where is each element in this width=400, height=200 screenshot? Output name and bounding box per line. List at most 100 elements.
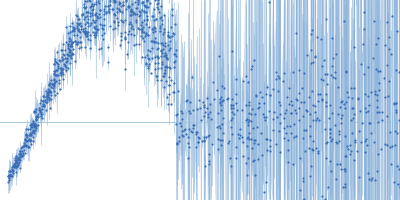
Point	[342, 154, 348, 157]
Point	[204, 134, 211, 137]
Point	[171, 90, 178, 93]
Point	[220, 132, 226, 135]
Point	[96, 12, 102, 15]
Point	[317, 92, 323, 95]
Point	[32, 124, 38, 127]
Point	[377, 69, 383, 72]
Point	[57, 66, 63, 69]
Point	[157, 29, 163, 33]
Point	[358, 140, 364, 143]
Point	[13, 154, 19, 157]
Point	[74, 33, 80, 37]
Point	[328, 169, 334, 172]
Point	[69, 22, 76, 25]
Point	[70, 25, 77, 28]
Point	[286, 102, 292, 105]
Point	[286, 86, 292, 89]
Point	[165, 48, 172, 51]
Point	[229, 133, 235, 136]
Point	[368, 131, 374, 135]
Point	[160, 74, 166, 77]
Point	[249, 107, 256, 111]
Point	[271, 110, 278, 114]
Point	[105, 8, 112, 11]
Point	[238, 136, 245, 139]
Point	[128, 10, 134, 13]
Point	[340, 186, 346, 189]
Point	[14, 165, 20, 168]
Point	[83, 6, 90, 9]
Point	[318, 77, 324, 80]
Point	[83, 35, 89, 38]
Point	[258, 131, 264, 134]
Point	[141, 4, 148, 7]
Point	[228, 164, 234, 168]
Point	[28, 142, 34, 145]
Point	[393, 108, 399, 111]
Point	[22, 139, 28, 142]
Point	[345, 96, 351, 99]
Point	[281, 116, 287, 119]
Point	[302, 128, 309, 132]
Point	[200, 135, 207, 138]
Point	[12, 166, 18, 169]
Point	[290, 70, 296, 74]
Point	[28, 133, 34, 136]
Point	[19, 149, 25, 152]
Point	[41, 104, 47, 107]
Point	[76, 22, 83, 25]
Point	[138, 24, 144, 27]
Point	[132, 0, 138, 3]
Point	[270, 88, 276, 91]
Point	[18, 146, 25, 149]
Point	[91, 21, 98, 24]
Point	[70, 40, 76, 43]
Point	[338, 117, 344, 120]
Point	[201, 138, 208, 141]
Point	[178, 110, 184, 113]
Point	[228, 119, 234, 122]
Point	[182, 132, 189, 136]
Point	[42, 90, 49, 93]
Point	[13, 165, 19, 168]
Point	[301, 71, 308, 75]
Point	[256, 106, 263, 109]
Point	[148, 39, 154, 42]
Point	[116, 2, 123, 5]
Point	[324, 83, 330, 86]
Point	[82, 22, 88, 25]
Point	[208, 143, 215, 146]
Point	[146, 25, 152, 28]
Point	[74, 26, 80, 29]
Point	[143, 33, 149, 36]
Point	[29, 131, 35, 134]
Point	[40, 103, 46, 106]
Point	[149, 46, 155, 50]
Point	[46, 83, 52, 86]
Point	[75, 18, 82, 21]
Point	[266, 0, 273, 3]
Point	[55, 73, 61, 76]
Point	[42, 100, 49, 103]
Point	[155, 42, 161, 45]
Point	[128, 13, 134, 16]
Point	[314, 36, 320, 39]
Point	[165, 75, 172, 78]
Point	[44, 95, 50, 98]
Point	[139, 21, 145, 24]
Point	[144, 14, 150, 17]
Point	[217, 101, 224, 105]
Point	[168, 13, 175, 17]
Point	[193, 133, 200, 136]
Point	[306, 147, 312, 150]
Point	[45, 88, 52, 91]
Point	[174, 141, 180, 145]
Point	[80, 13, 86, 16]
Point	[16, 149, 23, 152]
Point	[172, 53, 178, 56]
Point	[319, 98, 325, 101]
Point	[44, 94, 50, 97]
Point	[158, 42, 164, 45]
Point	[92, 26, 98, 29]
Point	[43, 108, 49, 111]
